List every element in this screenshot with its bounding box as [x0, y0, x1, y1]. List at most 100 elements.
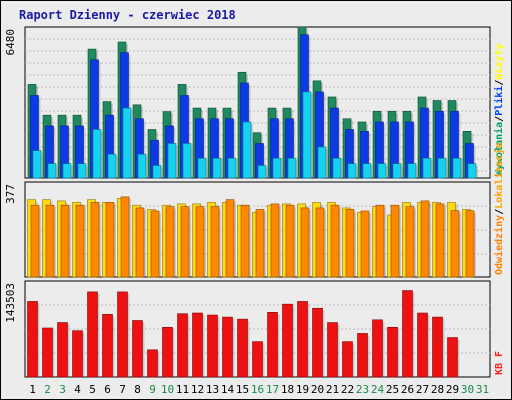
- bar-lokalizacje: [135, 207, 145, 278]
- bar-kb-f: [312, 307, 323, 378]
- x-tick-label: 27: [416, 383, 429, 396]
- legend-item: Odwiedziny: [493, 215, 505, 275]
- bar-lokalizacje: [240, 204, 250, 278]
- bar-wizyty: [377, 163, 387, 179]
- x-axis: 1 2 3 4 5 6 7 8 9 10 11 12 13 14 15 16 17 18 19 20 21 22 23 24 2…: [29, 383, 489, 396]
- bars: [27, 196, 476, 278]
- bar-wizyty: [92, 129, 102, 179]
- bar-kb-f: [117, 291, 128, 378]
- x-tick-label: 26: [401, 383, 414, 396]
- bar-kb-f: [447, 337, 458, 378]
- x-tick-label: 3: [59, 383, 66, 396]
- bar-kb-f: [282, 303, 293, 378]
- bar-lokalizacje: [405, 206, 415, 278]
- legend-item: /: [494, 116, 505, 122]
- bar-wizyty: [467, 163, 477, 179]
- bar-kb-f: [357, 333, 368, 378]
- bar-wizyty: [242, 121, 252, 179]
- x-tick-label: 8: [134, 383, 141, 396]
- legend-item: Pliki: [493, 86, 505, 116]
- bar-wizyty: [302, 91, 312, 179]
- bar-kb-f: [372, 319, 383, 378]
- legend: Odwiedziny/Lokalizacje: [493, 143, 505, 275]
- x-tick-label: 23: [356, 383, 369, 396]
- x-tick-label: 13: [206, 383, 219, 396]
- bar-wizyty: [317, 146, 327, 179]
- bar-lokalizacje: [345, 209, 355, 278]
- bar-kb-f: [147, 349, 158, 378]
- bar-lokalizacje: [435, 203, 445, 278]
- bar-wizyty: [182, 143, 192, 179]
- x-tick-label: 25: [386, 383, 399, 396]
- legend-item: KB F: [494, 351, 505, 375]
- bar-kb-f: [87, 291, 98, 378]
- x-tick-label: 12: [191, 383, 204, 396]
- bar-kb-f: [432, 316, 443, 378]
- bar-kb-f: [327, 322, 338, 378]
- bar-lokalizacje: [270, 203, 280, 278]
- bar-wizyty: [332, 157, 342, 179]
- bar-kb-f: [72, 330, 83, 378]
- bar-lokalizacje: [120, 196, 130, 278]
- bar-lokalizacje: [45, 204, 55, 278]
- legend-item: /: [494, 209, 505, 215]
- bar-lokalizacje: [255, 209, 265, 278]
- bar-wizyty: [212, 157, 222, 179]
- bar-wizyty: [137, 153, 147, 179]
- x-tick-label: 5: [89, 383, 96, 396]
- panel-top: 6480 Wywołania/Pliki/Wizyty: [4, 26, 505, 179]
- y-max-label: 6480: [4, 29, 17, 56]
- x-tick-label: 4: [74, 383, 81, 396]
- bar-wizyty: [347, 163, 357, 179]
- bar-kb-f: [102, 314, 113, 378]
- bars: [27, 290, 460, 378]
- bar-lokalizacje: [195, 206, 205, 278]
- bar-lokalizacje: [390, 204, 400, 278]
- bar-wizyty: [407, 163, 417, 179]
- bar-kb-f: [417, 312, 428, 378]
- x-tick-label: 7: [119, 383, 126, 396]
- bar-kb-f: [207, 314, 218, 378]
- bar-kb-f: [237, 318, 248, 378]
- bars: [27, 26, 478, 179]
- x-tick-label: 11: [176, 383, 189, 396]
- bar-kb-f: [267, 312, 278, 378]
- bar-lokalizacje: [60, 204, 70, 278]
- x-tick-label: 24: [371, 383, 385, 396]
- bar-kb-f: [342, 341, 353, 378]
- x-tick-label: 20: [311, 383, 324, 396]
- bar-lokalizacje: [360, 210, 370, 278]
- x-tick-label: 21: [326, 383, 339, 396]
- bar-wizyty: [257, 165, 267, 179]
- bar-wizyty: [422, 157, 432, 179]
- bar-lokalizacje: [285, 204, 295, 278]
- bar-wizyty: [272, 157, 282, 179]
- legend: KB F: [494, 351, 505, 375]
- bar-wizyty: [392, 163, 402, 179]
- x-tick-label: 17: [266, 383, 279, 396]
- x-tick-label: 14: [221, 383, 235, 396]
- panel-middle: 377 Odwiedziny/Lokalizacje: [4, 143, 505, 278]
- x-tick-label: 22: [341, 383, 354, 396]
- bar-lokalizacje: [420, 200, 430, 278]
- legend-item: /: [494, 80, 505, 86]
- bar-lokalizacje: [150, 210, 160, 278]
- bar-wizyty: [32, 150, 42, 179]
- legend-item: Wywołania: [493, 122, 505, 176]
- bar-wizyty: [452, 157, 462, 179]
- bar-wizyty: [62, 163, 72, 179]
- bar-kb-f: [192, 312, 203, 378]
- bar-lokalizacje: [375, 204, 385, 278]
- bar-lokalizacje: [450, 210, 460, 278]
- x-tick-label: 29: [446, 383, 459, 396]
- bar-kb-f: [57, 322, 68, 378]
- bar-lokalizacje: [165, 206, 175, 278]
- bar-kb-f: [222, 316, 233, 378]
- bar-kb-f: [387, 327, 398, 378]
- bar-wizyty: [107, 153, 117, 179]
- x-tick-label: 6: [104, 383, 111, 396]
- bar-wizyty: [152, 165, 162, 179]
- legend: Wywołania/Pliki/Wizyty: [493, 44, 505, 176]
- x-tick-label: 10: [161, 383, 174, 396]
- bar-kb-f: [177, 313, 188, 378]
